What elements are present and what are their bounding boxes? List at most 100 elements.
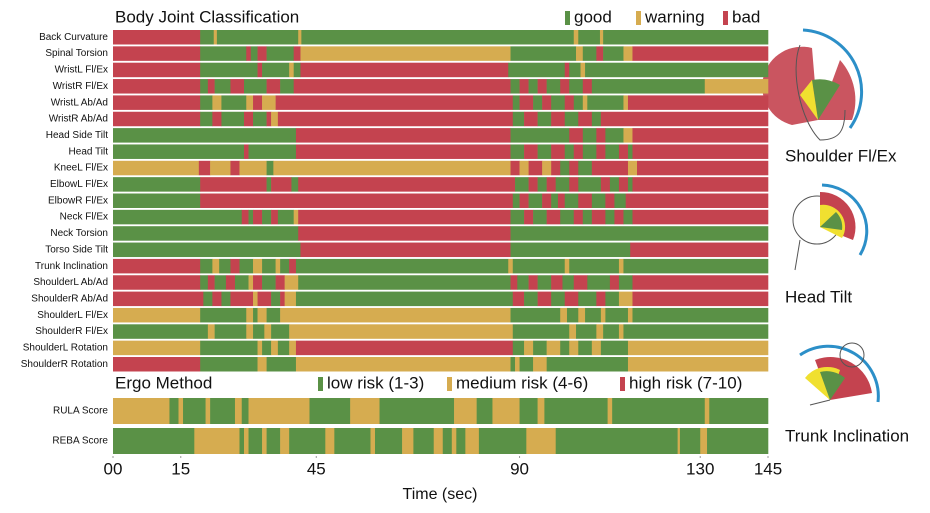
segment xyxy=(591,340,602,356)
segment xyxy=(266,160,274,176)
segment xyxy=(244,111,254,127)
legend-swatch xyxy=(318,377,323,391)
x-tick-label: 130 xyxy=(686,459,714,478)
segment xyxy=(564,111,579,127)
segment xyxy=(632,128,769,143)
segment xyxy=(257,46,267,61)
segment xyxy=(275,258,281,274)
segment xyxy=(239,428,245,454)
legend-label: good xyxy=(574,7,612,26)
segment xyxy=(569,258,620,274)
shoulder-illustration xyxy=(762,28,864,141)
segment xyxy=(246,324,254,339)
segment xyxy=(623,324,769,339)
segment xyxy=(257,340,263,356)
segment xyxy=(591,193,606,208)
segment xyxy=(375,428,403,454)
segment xyxy=(277,209,294,225)
segment xyxy=(212,111,222,127)
segment xyxy=(704,79,769,94)
segment xyxy=(551,111,566,127)
segment xyxy=(246,307,254,323)
segment xyxy=(225,275,236,290)
segment xyxy=(510,209,525,225)
segment xyxy=(113,291,204,307)
segment xyxy=(618,258,624,274)
segment xyxy=(623,95,629,110)
segment xyxy=(239,258,254,274)
segment xyxy=(585,62,769,78)
segment xyxy=(248,144,297,159)
segment xyxy=(248,428,263,454)
segment xyxy=(603,30,769,45)
segment xyxy=(524,111,538,127)
segment xyxy=(113,209,243,225)
segment xyxy=(700,428,708,454)
row-label: WristL Ab/Ad xyxy=(51,97,108,108)
segment xyxy=(113,128,297,143)
segment xyxy=(576,324,597,339)
segment xyxy=(280,79,294,94)
segment xyxy=(566,307,579,323)
segment xyxy=(492,398,520,424)
segment xyxy=(266,177,272,192)
segment xyxy=(562,275,575,290)
segment xyxy=(508,62,566,78)
segment xyxy=(569,340,579,356)
segment xyxy=(234,398,243,424)
segment xyxy=(433,428,444,454)
segment xyxy=(253,291,258,307)
segment xyxy=(578,307,586,323)
segment xyxy=(280,428,290,454)
segment xyxy=(379,398,455,424)
segment xyxy=(239,160,267,176)
segment xyxy=(169,398,179,424)
segment xyxy=(542,95,552,110)
segment xyxy=(537,398,545,424)
row-label: ShoulderR Ab/Ad xyxy=(31,293,108,304)
segment xyxy=(413,428,435,454)
segment xyxy=(623,46,633,61)
segment xyxy=(246,95,254,110)
segment xyxy=(519,398,538,424)
segment xyxy=(200,95,213,110)
segment xyxy=(200,340,258,356)
segment xyxy=(557,193,566,208)
segment xyxy=(600,307,606,323)
segment xyxy=(289,62,294,78)
segment xyxy=(295,357,511,372)
segment xyxy=(298,30,302,45)
segment xyxy=(637,160,769,176)
segment xyxy=(627,95,769,110)
segment xyxy=(537,177,547,192)
segment xyxy=(257,357,267,372)
segment xyxy=(510,160,520,176)
segment xyxy=(526,428,556,454)
segment xyxy=(587,95,624,110)
segment xyxy=(113,95,201,110)
row-label: ShoulderR Fl/Ex xyxy=(35,326,108,337)
segment xyxy=(618,291,633,307)
segment xyxy=(262,428,267,454)
segment xyxy=(257,307,267,323)
segment xyxy=(113,340,201,356)
segment xyxy=(569,62,581,78)
segment xyxy=(632,209,769,225)
segment xyxy=(555,177,570,192)
row-label: WristL Fl/Ex xyxy=(55,65,108,76)
x-tick-label: 45 xyxy=(307,459,326,478)
segment xyxy=(289,258,297,274)
segment xyxy=(214,79,231,94)
segment xyxy=(221,291,231,307)
segment xyxy=(609,177,620,192)
segment xyxy=(266,428,281,454)
segment xyxy=(632,307,769,323)
legend-swatch xyxy=(565,11,570,25)
segment xyxy=(284,291,297,307)
row-label: ElbowL Fl/Ex xyxy=(50,179,108,190)
segment xyxy=(580,62,586,78)
segment xyxy=(271,324,290,339)
segment xyxy=(600,111,769,127)
segment xyxy=(284,275,299,290)
row-label: ShoulderR Rotation xyxy=(21,359,108,370)
